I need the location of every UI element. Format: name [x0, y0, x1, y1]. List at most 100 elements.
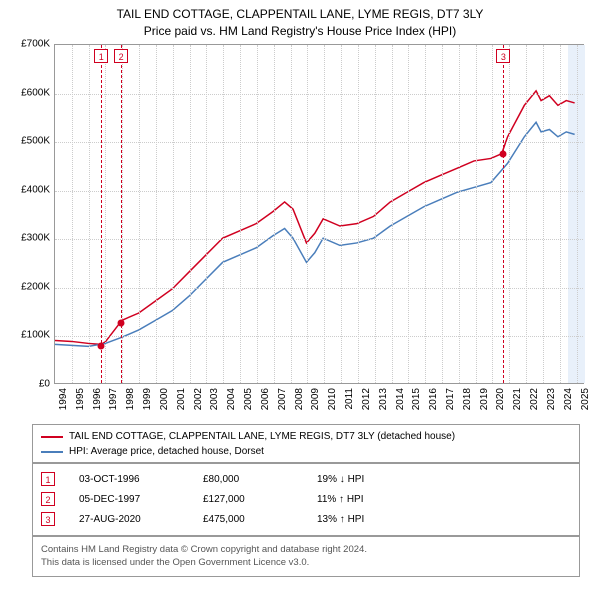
- sale-marker-badge: 3: [496, 49, 510, 63]
- history-row: 103-OCT-1996£80,00019% ↓ HPI: [41, 469, 571, 489]
- legend-swatch: [41, 436, 63, 438]
- x-axis-label: 2021: [512, 388, 523, 410]
- history-price: £80,000: [203, 474, 293, 485]
- x-axis-label: 2023: [546, 388, 557, 410]
- gridline-v: [560, 45, 561, 383]
- x-axis-label: 2000: [159, 388, 170, 410]
- y-axis-label: £0: [10, 379, 50, 390]
- chart-container: TAIL END COTTAGE, CLAPPENTAIL LANE, LYME…: [0, 0, 600, 590]
- x-axis-label: 2009: [310, 388, 321, 410]
- legend-label: HPI: Average price, detached house, Dors…: [69, 444, 264, 459]
- gridline-v: [526, 45, 527, 383]
- title-line-1: TAIL END COTTAGE, CLAPPENTAIL LANE, LYME…: [0, 6, 600, 23]
- y-axis-label: £500K: [10, 136, 50, 147]
- history-date: 05-DEC-1997: [79, 494, 179, 505]
- legend-swatch: [41, 451, 63, 453]
- history-pct: 19% ↓ HPI: [317, 474, 364, 485]
- gridline-v: [492, 45, 493, 383]
- x-axis-label: 2004: [226, 388, 237, 410]
- gridline-v: [577, 45, 578, 383]
- x-axis-label: 2017: [445, 388, 456, 410]
- history-pct: 13% ↑ HPI: [317, 514, 364, 525]
- sale-marker-line: [121, 45, 122, 383]
- gridline-v: [240, 45, 241, 383]
- sale-point: [118, 320, 125, 327]
- gridline-v: [476, 45, 477, 383]
- sale-marker-badge: 2: [114, 49, 128, 63]
- x-axis-label: 2015: [411, 388, 422, 410]
- x-axis-label: 1996: [92, 388, 103, 410]
- gridline-v: [509, 45, 510, 383]
- history-marker-badge: 3: [41, 512, 55, 526]
- x-axis-label: 2003: [209, 388, 220, 410]
- gridline-v: [291, 45, 292, 383]
- sale-marker-line: [503, 45, 504, 383]
- x-axis-label: 1998: [125, 388, 136, 410]
- x-axis-label: 2008: [294, 388, 305, 410]
- gridline-v: [89, 45, 90, 383]
- x-axis-label: 2006: [260, 388, 271, 410]
- history-price: £475,000: [203, 514, 293, 525]
- y-axis-label: £200K: [10, 281, 50, 292]
- gridline-v: [307, 45, 308, 383]
- sale-point: [500, 151, 507, 158]
- gridline-v: [274, 45, 275, 383]
- x-axis-label: 2013: [378, 388, 389, 410]
- history-price: £127,000: [203, 494, 293, 505]
- gridline-v: [543, 45, 544, 383]
- gridline-v: [190, 45, 191, 383]
- history-row: 327-AUG-2020£475,00013% ↑ HPI: [41, 509, 571, 529]
- y-axis-label: £700K: [10, 39, 50, 50]
- gridline-v: [139, 45, 140, 383]
- gridline-v: [408, 45, 409, 383]
- title-line-2: Price paid vs. HM Land Registry's House …: [0, 23, 600, 40]
- sale-point: [98, 343, 105, 350]
- x-axis-label: 2016: [428, 388, 439, 410]
- gridline-v: [223, 45, 224, 383]
- gridline-v: [375, 45, 376, 383]
- gridline-v: [156, 45, 157, 383]
- history-box: 103-OCT-1996£80,00019% ↓ HPI205-DEC-1997…: [32, 462, 580, 536]
- x-axis-label: 2011: [344, 388, 355, 410]
- gridline-v: [122, 45, 123, 383]
- plot-area: 123: [54, 44, 584, 384]
- x-axis-label: 2019: [479, 388, 490, 410]
- x-axis-label: 2002: [193, 388, 204, 410]
- y-axis-label: £400K: [10, 184, 50, 195]
- attribution-line: Contains HM Land Registry data © Crown c…: [41, 543, 571, 556]
- x-axis-label: 1994: [58, 388, 69, 410]
- history-row: 2 05-DEC-1997 £127,000 11% ↑ HPI: [41, 489, 571, 509]
- chart-wrap: 123 £0£100K£200K£300K£400K£500K£600K£700…: [10, 44, 590, 414]
- y-axis-label: £100K: [10, 330, 50, 341]
- gridline-v: [341, 45, 342, 383]
- attribution-box: Contains HM Land Registry data © Crown c…: [32, 536, 580, 577]
- legend-item: TAIL END COTTAGE, CLAPPENTAIL LANE, LYME…: [41, 429, 571, 444]
- gridline-v: [324, 45, 325, 383]
- sale-marker-line: [101, 45, 102, 383]
- x-axis-label: 2022: [529, 388, 540, 410]
- x-axis-label: 1997: [108, 388, 119, 410]
- history-marker-badge: 2: [41, 492, 55, 506]
- gridline-v: [442, 45, 443, 383]
- x-axis-label: 2020: [495, 388, 506, 410]
- gridline-v: [392, 45, 393, 383]
- history-pct: 11% ↑ HPI: [317, 494, 364, 505]
- gridline-v: [105, 45, 106, 383]
- gridline-v: [358, 45, 359, 383]
- y-axis-label: £600K: [10, 87, 50, 98]
- gridline-v: [257, 45, 258, 383]
- series-price-paid: [55, 91, 575, 345]
- gridline-v: [459, 45, 460, 383]
- x-axis-label: 2018: [462, 388, 473, 410]
- gridline-v: [173, 45, 174, 383]
- x-axis-label: 2025: [580, 388, 591, 410]
- legend-box: TAIL END COTTAGE, CLAPPENTAIL LANE, LYME…: [32, 424, 580, 464]
- legend-label: TAIL END COTTAGE, CLAPPENTAIL LANE, LYME…: [69, 429, 455, 444]
- x-axis-label: 2024: [563, 388, 574, 410]
- x-axis-label: 2012: [361, 388, 372, 410]
- x-axis-label: 2010: [327, 388, 338, 410]
- legend-item: HPI: Average price, detached house, Dors…: [41, 444, 571, 459]
- history-marker-badge: 1: [41, 472, 55, 486]
- gridline-v: [206, 45, 207, 383]
- x-axis-label: 2014: [395, 388, 406, 410]
